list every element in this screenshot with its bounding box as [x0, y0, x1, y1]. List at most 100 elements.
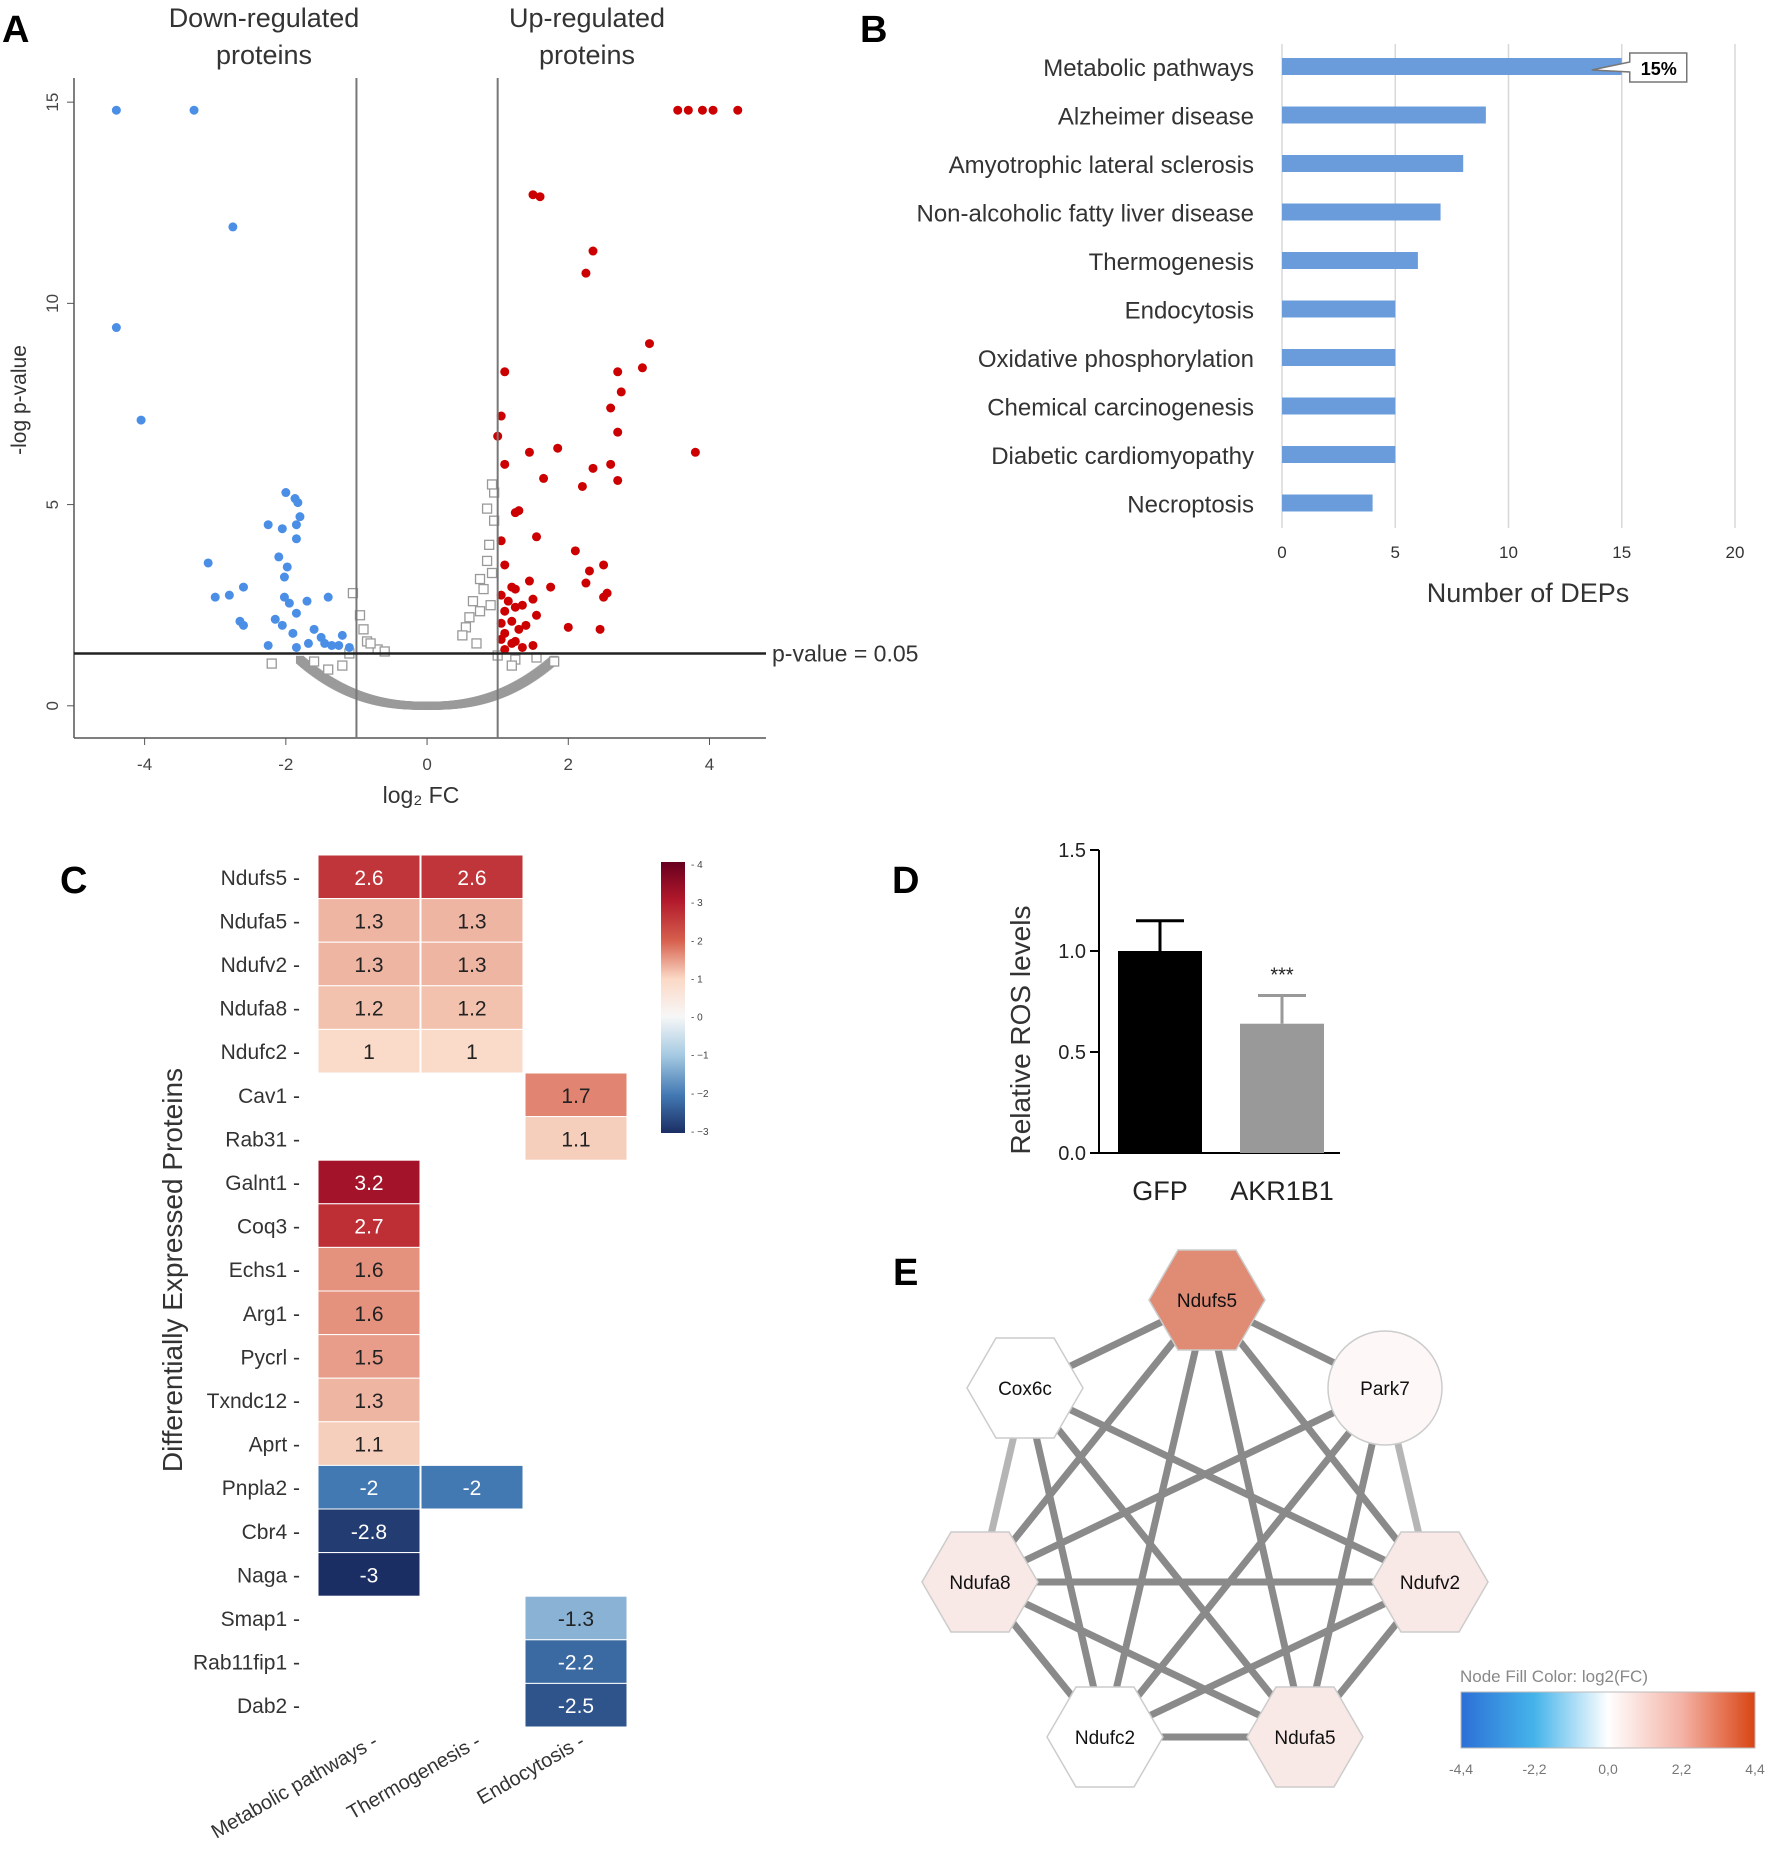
volcano-point-up: [503, 596, 513, 606]
heatmap-cell-label: 1.3: [354, 1390, 383, 1413]
heatmap-cell-label: -2.2: [558, 1652, 594, 1675]
volcano-point-up: [507, 616, 517, 626]
volcano-point-ns: [337, 660, 348, 671]
volcano-point-ns: [323, 664, 334, 675]
volcano-point-up: [500, 459, 510, 469]
volcano-point-up: [510, 584, 520, 594]
volcano-point-ns: [549, 656, 560, 667]
heatmap-row-label: Ndufv2 -: [221, 954, 300, 977]
heatmap-cell-label: 1.6: [354, 1303, 383, 1326]
ros-y-tick-label: 0.5: [1058, 1042, 1086, 1064]
volcano-point-up: [637, 363, 647, 373]
network-node-label: Ndufc2: [1075, 1728, 1135, 1749]
heatmap-cell-label: 1: [363, 1041, 375, 1064]
heatmap-cell: [420, 941, 524, 987]
network-edge: [1021, 1387, 1109, 1738]
ros-bar-chart: 0.0 0.5 1.0 1.5 GFP AKR1B1 *** Relative ROS l…: [1005, 840, 1340, 1206]
heatmap-row-label: Naga -: [237, 1564, 300, 1587]
kegg-x-tick-label: 20: [1726, 543, 1745, 562]
kegg-bar: [1282, 494, 1373, 512]
network-node-ndufs5: [1148, 1249, 1266, 1351]
heatmap-cell-label: -2: [360, 1477, 379, 1500]
volcano-up-title-1: Up-regulated: [509, 3, 665, 33]
kegg-bar: [1282, 397, 1396, 415]
kegg-bar: [1282, 300, 1396, 318]
volcano-point-up: [577, 481, 587, 491]
volcano-point-ns: [266, 658, 277, 669]
volcano-point-down: [291, 534, 301, 544]
volcano-point-up: [528, 640, 538, 650]
volcano-point-down: [291, 608, 301, 618]
kegg-bar: [1282, 58, 1622, 75]
network-edge: [1103, 1578, 1432, 1741]
heatmap-cell: [317, 1246, 421, 1292]
volcano-point-up: [517, 600, 527, 610]
heatmap-cell-label: 1.3: [457, 910, 486, 933]
network-edge: [1301, 1387, 1389, 1738]
ros-bar: [1118, 951, 1202, 1153]
volcano-point-up: [524, 447, 534, 457]
volcano-point-up: [500, 606, 510, 616]
network-node-label: Ndufv2: [1400, 1573, 1460, 1594]
volcano-point-up: [613, 367, 623, 377]
kegg-annotation-label: 15%: [1641, 59, 1677, 79]
heatmap-row-label: Arg1 -: [243, 1303, 300, 1326]
volcano-point-up: [570, 546, 580, 556]
volcano-point-ns: [471, 638, 482, 649]
heatmap-cell-label: 1.3: [354, 954, 383, 977]
volcano-y-tick-label: 10: [43, 294, 62, 313]
network-edge: [1101, 1299, 1211, 1738]
kegg-category-label: Non-alcoholic fatty liver disease: [917, 201, 1255, 228]
volcano-point-ns: [478, 583, 489, 595]
volcano-point-down: [270, 614, 280, 624]
heatmap-cell-label: 1.3: [457, 954, 486, 977]
heatmap-cell-label: 1.6: [354, 1259, 383, 1282]
heatmap-row-label: Ndufs5 -: [221, 867, 300, 890]
volcano-point-up: [496, 536, 506, 546]
volcano-point-down: [302, 596, 312, 606]
volcano-point-ns: [481, 555, 493, 567]
network-edge: [1023, 1384, 1432, 1586]
kegg-category-label: Thermogenesis: [1089, 249, 1254, 276]
volcano-y-label: -log p-value: [8, 345, 31, 455]
heatmap-cell: [317, 1334, 421, 1379]
volcano-point-up: [588, 463, 598, 473]
network-node-ndufv2: [1371, 1531, 1489, 1633]
kegg-bar: [1282, 203, 1441, 221]
volcano-point-ns: [467, 596, 479, 607]
volcano-point-up: [535, 192, 545, 202]
volcano-point-down: [295, 512, 305, 522]
kegg-category-label: Oxidative phosphorylation: [978, 346, 1254, 373]
volcano-point-ns: [481, 503, 493, 514]
volcano-point-up: [528, 190, 538, 200]
kegg-category-label: Endocytosis: [1125, 298, 1254, 325]
kegg-bar: [1282, 349, 1396, 366]
heatmap-cell-label: 1.1: [354, 1434, 383, 1457]
volcano-y-tick-label: 5: [43, 500, 62, 509]
network-node-cox6c: [966, 1337, 1084, 1439]
volcano-point-up: [496, 618, 506, 628]
ros-bar: [1240, 1023, 1324, 1153]
network-node-label: Park7: [1360, 1379, 1410, 1400]
heatmap-cell-label: -2.8: [351, 1521, 387, 1544]
volcano-point-down: [210, 592, 220, 602]
volcano-point-down: [238, 582, 248, 592]
volcano-point-up: [683, 105, 693, 115]
kegg-category-label: Amyotrophic lateral sclerosis: [949, 152, 1254, 179]
network-legend-colorbar: [1460, 1691, 1756, 1749]
kegg-x-tick-label: 0: [1277, 543, 1286, 562]
volcano-point-up: [606, 403, 616, 413]
heatmap-row-label: Cbr4 -: [242, 1521, 300, 1544]
heatmap-row-label: Ndufa5 -: [219, 910, 300, 933]
volcano-point-down: [344, 642, 354, 652]
network-edge: [1022, 1385, 1308, 1740]
ros-y-tick-label: 1.0: [1058, 941, 1086, 963]
volcano-point-up: [581, 578, 591, 588]
kegg-bar: [1282, 106, 1486, 124]
volcano-point-ns: [484, 539, 495, 550]
volcano-point-down: [279, 572, 289, 582]
volcano-point-ns: [486, 479, 498, 490]
volcano-point-down: [284, 598, 294, 608]
kegg-category-label: Metabolic pathways: [1043, 55, 1254, 82]
volcano-point-up: [613, 475, 623, 485]
